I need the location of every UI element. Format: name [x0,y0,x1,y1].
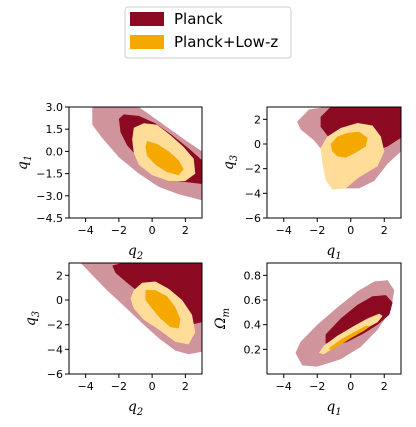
x-tick-label: −2 [111,380,127,393]
legend: Planck Planck+Low-z [124,6,292,59]
x-tick-label: −4 [276,224,292,237]
x-tick-label: −4 [78,224,94,237]
x-axis-label: q2 [128,399,143,418]
contours [80,263,202,355]
y-tick-label: 2 [254,113,261,126]
x-tick-label: 0 [149,380,156,393]
y-tick-label: −4 [245,187,261,200]
axes-frame [68,262,203,375]
legend-frame [124,6,292,59]
y-tick-label: −4.5 [36,212,63,225]
x-tick-label: −4 [276,380,292,393]
x-axis-label: q1 [326,399,341,418]
y-tick-label: 0.8 [244,269,262,282]
y-tick-label: 0 [56,294,63,307]
panel-q1-vs-q2: −4 −2 0 2 −4.5 −3.0 −1.5 0.0 1.5 3.0 q2 q1 [15,101,203,262]
y-tick-label: 0.2 [244,343,262,356]
axes-frame [266,106,402,219]
x-tick-label: 0 [347,224,354,237]
x-tick-label: −4 [78,380,94,393]
legend-swatch [130,35,164,49]
x-tick-label: 2 [381,380,388,393]
contour-planck-lowz-68 [145,141,184,176]
y-tick-label: 1.5 [46,123,64,136]
y-tick-label: −3.0 [36,190,63,203]
contours [297,107,401,190]
y-tick-label: 0.0 [46,145,64,158]
y-axis-label: q3 [23,311,42,326]
legend-swatch [130,12,164,26]
x-tick-label: −2 [309,224,325,237]
contour-planck-lowz-68 [330,131,368,158]
x-tick-label: 0 [149,224,156,237]
y-tick-label: 0.6 [244,294,262,307]
panel-q3-vs-q1: −4 −2 0 2 −6 −4 −2 0 2 q1 q3 [221,106,402,262]
y-tick-label: 3.0 [46,101,64,114]
x-tick-label: 2 [381,224,388,237]
panel-omegam-vs-q1: −4 −2 0 2 0.2 0.4 0.6 0.8 q1 Ωm [213,262,402,418]
x-axis-label: q2 [128,243,143,262]
x-axis-label: q1 [326,243,341,262]
axes-frame [68,106,203,219]
contours [295,280,395,367]
y-axis-label: q3 [221,155,240,170]
x-tick-label: 0 [347,380,354,393]
axes-frame [266,262,402,375]
legend-label: Planck [174,10,223,28]
y-axis-label: Ωm [213,308,232,330]
y-tick-label: 2 [56,269,63,282]
x-tick-label: −2 [309,380,325,393]
y-tick-label: −2 [245,163,261,176]
y-tick-label: −1.5 [36,168,63,181]
contours [92,107,202,201]
y-tick-label: 0 [254,138,261,151]
y-tick-label: −6 [245,212,261,225]
y-tick-label: −6 [47,368,63,381]
x-tick-label: 2 [182,224,189,237]
x-tick-label: −2 [111,224,127,237]
y-tick-label: 0.4 [244,319,262,332]
x-tick-label: 2 [182,380,189,393]
y-axis-label: q1 [15,155,34,170]
contour-planck-lowz-68 [145,290,181,329]
contour-planck-lowz-68 [329,325,371,351]
panel-q3-vs-q2: −4 −2 0 2 −6 −4 −2 0 2 q2 q3 [23,262,203,418]
y-tick-label: −4 [47,343,63,356]
legend-label: Planck+Low-z [174,33,278,51]
y-tick-label: −2 [47,319,63,332]
